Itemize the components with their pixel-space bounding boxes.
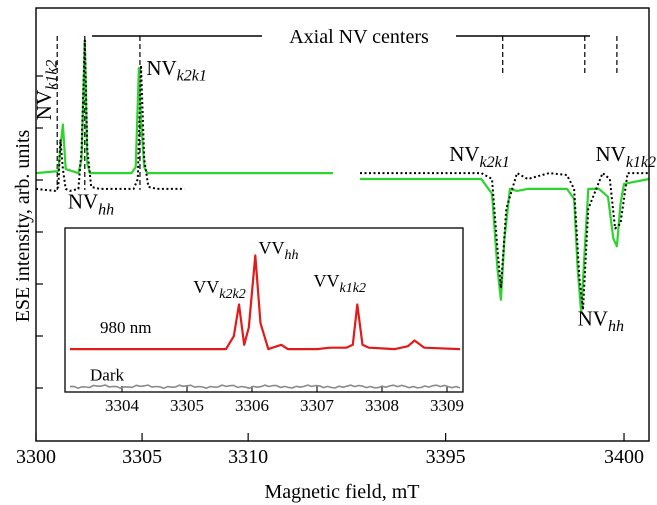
inset-plot: 3304 3305 3306 3307 3308 3309 980 nm Dark VVk2… (64, 227, 464, 415)
main-plot: 3300 3305 3310 3395 3400 NVk1k2 NVk2k1 NVhh NVk… (12, 7, 656, 503)
inset-frame (64, 227, 464, 393)
inset-x-tick-label: 3304 (105, 396, 140, 415)
main-series-group (35, 39, 650, 314)
excitation-label: 980 nm (100, 318, 151, 337)
main-tick-group: 3300 3305 3310 3395 3400 (16, 75, 644, 468)
experimental-series-segment-2 (360, 177, 650, 314)
experimental-series-segment-1 (35, 39, 333, 175)
x-tick-label: 3300 (16, 446, 56, 468)
simulated-series-segment-2 (360, 172, 649, 311)
inset-x-tick-label: 3309 (430, 396, 464, 415)
y-axis-title: ESE intensity, arb. units (12, 129, 34, 322)
simulated-series-segment-1 (35, 39, 185, 192)
inset-peak-label: VVk2k2 (193, 277, 245, 302)
x-axis-title: Magnetic field, mT (265, 481, 420, 503)
inset-background (65, 228, 463, 392)
inset-tick-group: 3304 3305 3306 3307 3308 3309 (105, 386, 464, 415)
x-tick-label: 3395 (426, 446, 466, 468)
peak-label: NVk1k2 (595, 142, 656, 171)
inset-peak-label: VVk1k2 (314, 271, 366, 296)
dark-label: Dark (90, 366, 124, 385)
inset-annotation-group: VVk2k2 VVhh VVk1k2 (193, 238, 366, 302)
x-tick-label: 3305 (122, 446, 162, 468)
inset-x-tick-label: 3305 (170, 396, 204, 415)
x-tick-label: 3400 (604, 446, 644, 468)
x-tick-label: 3310 (228, 446, 268, 468)
header-label: Axial NV centers (289, 26, 429, 48)
peak-label: NVhh (68, 190, 114, 219)
inset-peak-label: VVhh (259, 238, 299, 263)
inset-x-tick-label: 3306 (235, 396, 269, 415)
peak-label: NVhh (578, 307, 624, 336)
main-plot-frame (35, 7, 650, 442)
inset-x-tick-label: 3307 (300, 396, 335, 415)
inset-series-group: 980 nm Dark (69, 254, 461, 390)
inset-x-tick-label: 3308 (365, 396, 399, 415)
dark-series (69, 384, 461, 390)
peak-label: NVk2k1 (146, 56, 207, 85)
excitation-series (70, 254, 461, 351)
peak-label: NVk2k1 (449, 142, 510, 171)
